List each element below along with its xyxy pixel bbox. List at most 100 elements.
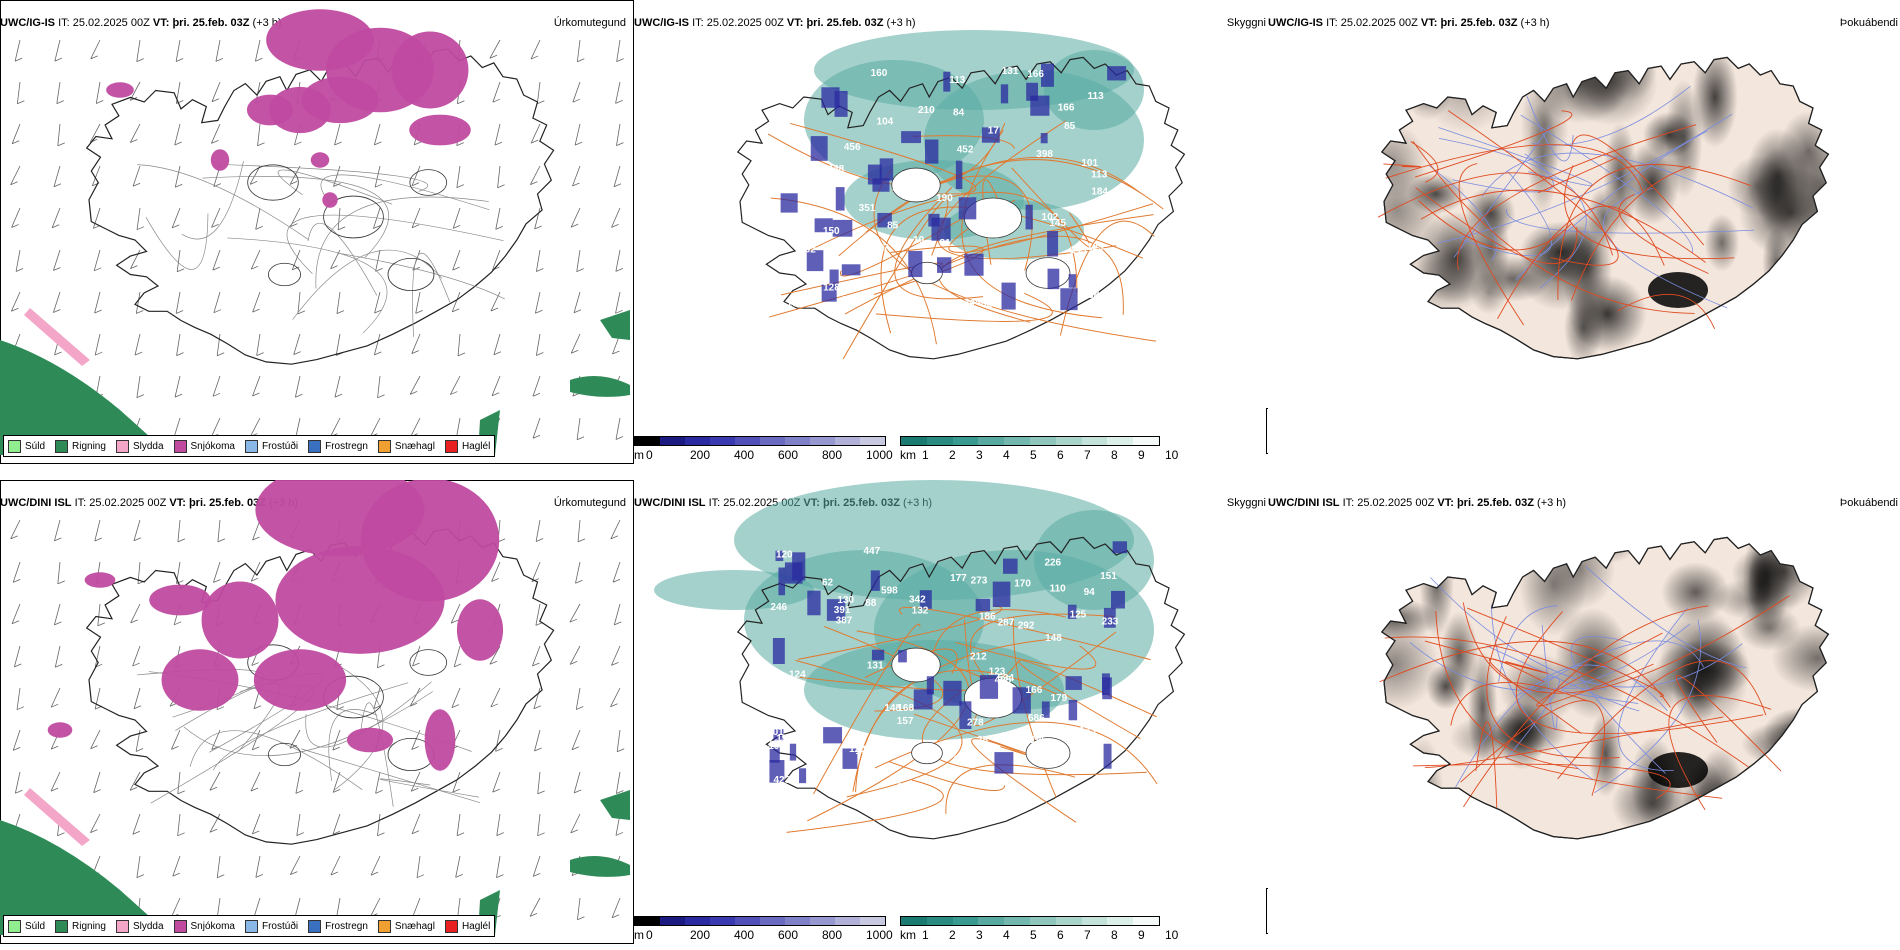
cloud-base-label: 85 [887, 221, 899, 232]
panel-header: UWC/IG-IS IT: 25.02.2025 00Z VT: þri. 25… [1268, 16, 1550, 30]
cloud-base-tick: 1000 [866, 448, 893, 462]
visibility-tick: 4 [1003, 928, 1010, 942]
cloud-base-label: 100 [1086, 301, 1103, 312]
cloud-base-label: 212 [970, 651, 987, 662]
legend-item-haglél: Haglél [444, 439, 490, 453]
cloud-base-label: 195 [1030, 735, 1047, 746]
legend-swatch [377, 439, 391, 453]
cloud-base-label: 598 [881, 586, 898, 597]
cloud-base-label: 226 [981, 219, 998, 230]
visibility-bin [978, 437, 1005, 445]
legend-swatch [308, 439, 322, 453]
visibility-scale: km 1 2 3 4 5 6 7 8 9 10 [900, 436, 1178, 464]
panel-field-name: Þokuábendi [1839, 497, 1898, 509]
cloud-base-bin [685, 917, 710, 925]
cloud-base-label: 131 [867, 660, 884, 671]
vt-value: þri. 25.feb. 03Z [1456, 497, 1534, 509]
cloud-base-label: 133 [1079, 726, 1096, 737]
cloud-visibility-map: 104 101 17 113 178 129 85 131 145 166 456 145 398 367… [736, 30, 1186, 360]
cloud-base-label: 342 [909, 595, 926, 606]
cloud-base-bin [635, 917, 660, 925]
visibility-tick: 2 [949, 448, 956, 462]
cloud-base-label: 444 [964, 297, 981, 308]
panel-field-name: Skyggni [1226, 17, 1266, 29]
cloud-base-label: 132 [912, 605, 929, 616]
cloud-base-label: 351 [859, 203, 876, 214]
visibility-tick: 1 [922, 928, 929, 942]
legend-item-frostúði: Frostúði [244, 439, 298, 453]
model-name: UWC/IG-IS [0, 17, 55, 29]
cloud-base-label: 139 [1080, 743, 1097, 754]
cloud-base-bin [810, 917, 835, 925]
cloud-base-tick: 200 [690, 928, 711, 942]
cloud-base-tick: 600 [778, 448, 799, 462]
precip-map [0, 480, 630, 935]
fog-index-legend: 060 [1266, 408, 1268, 454]
cloud-base-scale: m 0 200 400 600 800 1000 [634, 436, 894, 464]
cloud-base-bin [710, 917, 735, 925]
legend-item-rigning: Rigning [55, 439, 106, 453]
visibility-tick: 1 [922, 448, 929, 462]
legend-label: Haglél [461, 920, 491, 932]
visibility-bin [952, 437, 979, 445]
visibility-tick: 6 [1057, 448, 1064, 462]
cloud-base-label: 94 [1084, 587, 1096, 598]
cloud-base-bin [860, 917, 885, 925]
legend-item-rigning: Rigning [55, 919, 106, 933]
cloud-base-bin [785, 437, 810, 445]
cloud-base-label: 423 [773, 775, 790, 786]
cloud-base-label: 128 [787, 735, 804, 746]
precip-type-panel: UWC/DINI ISL IT: 25.02.2025 00Z VT: þri.… [0, 480, 634, 945]
visibility-tick: 3 [976, 448, 983, 462]
visibility-unit: km [900, 928, 916, 942]
panel-field-name: Skyggni [1226, 497, 1266, 509]
cloud-base-label: 190 [936, 193, 953, 204]
cloud-base-tick: 600 [778, 928, 799, 942]
cloud-base-bin [760, 437, 785, 445]
legend-item-frostregn: Frostregn [308, 919, 368, 933]
precip-type-legend: Súld Rigning Slydda Snjókoma Frostúði Frostre… [3, 435, 496, 457]
cloud-base-label: 175 [855, 746, 872, 757]
visibility-bin [978, 917, 1005, 925]
cloud-base-label: 115 [1101, 774, 1118, 785]
cloud-base-label: 10 [913, 235, 925, 246]
fog-index-map [1379, 536, 1830, 840]
cloud-base-label: 97 [954, 755, 966, 766]
fog-index-map [1377, 56, 1830, 360]
legend-label: Snæhagl [394, 440, 435, 452]
model-name: UWC/DINI ISL [634, 497, 706, 509]
cloud-base-bin [660, 917, 685, 925]
panel-header: UWC/IG-IS IT: 25.02.2025 00Z VT: þri. 25… [634, 16, 916, 30]
vt-value: þri. 25.feb. 03Z [806, 17, 884, 29]
iceland-map [85, 48, 555, 365]
legend-swatch [377, 919, 391, 933]
cloud-base-label: 166 [1027, 69, 1044, 80]
cloud-base-scale: m 0 200 400 600 800 1000 [634, 916, 894, 944]
cloud-base-bin [785, 917, 810, 925]
visibility-tick: 7 [1084, 928, 1091, 942]
cloud-base-label: 367 [872, 243, 889, 254]
cloud-base-label: 452 [957, 144, 974, 155]
cloud-base-label: 186 [979, 612, 996, 623]
legend-item-slydda: Slydda [115, 439, 164, 453]
legend-label: Slydda [132, 440, 164, 452]
visibility-bin [901, 437, 927, 445]
legend-swatch [444, 919, 458, 933]
cloud-base-tick: 0 [646, 448, 653, 462]
visibility-bin [1055, 437, 1082, 445]
cloud-base-label: 138 [1083, 290, 1100, 301]
cloud-base-label: 292 [1018, 620, 1035, 631]
legend-item-slydda: Slydda [115, 919, 164, 933]
panel-field-name: Úrkomutegund [553, 17, 626, 29]
cloud-base-label: 105 [768, 741, 785, 752]
cloud-base-label: 193 [776, 733, 793, 744]
cloud-base-label: 102 [1042, 212, 1059, 223]
vt-value: þri. 25.feb. 03Z [188, 497, 266, 509]
cloud-base-tick: 400 [734, 928, 755, 942]
legend-label: Súld [25, 440, 46, 452]
legend-swatch [244, 439, 258, 453]
cloud-visibility-panel: UWC/IG-IS IT: 25.02.2025 00Z VT: þri. 25… [634, 0, 1268, 465]
cloud-base-label: 183 [772, 157, 789, 168]
visibility-bin [1133, 917, 1159, 925]
vt-prefix: VT: [169, 497, 186, 509]
